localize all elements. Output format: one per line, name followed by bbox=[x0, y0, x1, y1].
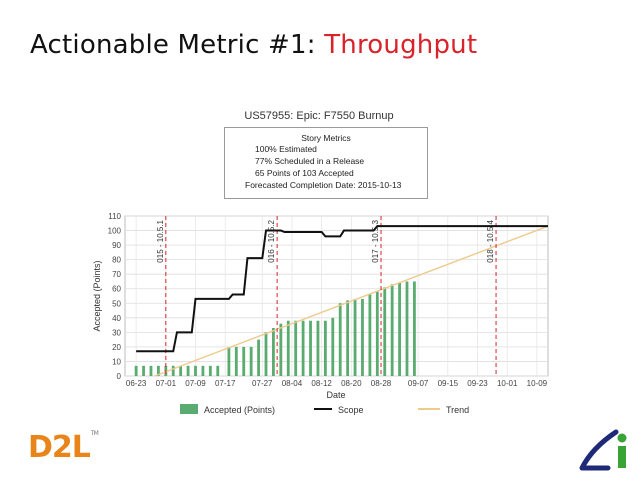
x-tick-label: 06-23 bbox=[126, 379, 147, 388]
accepted-bar bbox=[156, 365, 160, 376]
accepted-bar bbox=[301, 320, 305, 376]
y-tick-label: 60 bbox=[112, 285, 121, 294]
slide-title: Actionable Metric #1: Throughput bbox=[30, 30, 477, 60]
accepted-bar bbox=[294, 320, 298, 376]
accepted-bar bbox=[316, 320, 320, 376]
metric-scheduled: 77% Scheduled in a Release bbox=[255, 156, 365, 166]
accepted-bar bbox=[257, 339, 260, 376]
metric-estimated: 100% Estimated bbox=[255, 144, 317, 154]
accepted-bar bbox=[264, 332, 268, 376]
accepted-bar bbox=[323, 320, 327, 376]
accepted-bar bbox=[242, 346, 246, 376]
x-tick-label: 07-27 bbox=[252, 379, 273, 388]
x-tick-label: 08-20 bbox=[341, 379, 362, 388]
li-logo-icon bbox=[579, 429, 627, 471]
legend-label-trend: Trend bbox=[446, 405, 469, 415]
accepted-bar bbox=[186, 365, 190, 376]
accepted-bar bbox=[375, 291, 379, 376]
legend-label-accepted: Accepted (Points) bbox=[204, 405, 275, 415]
trend-line bbox=[154, 225, 549, 377]
y-tick-label: 20 bbox=[112, 343, 121, 352]
accepted-bar bbox=[413, 281, 416, 376]
x-tick-label: 10-09 bbox=[527, 379, 548, 388]
x-tick-label: 07-01 bbox=[156, 379, 177, 388]
d2l-logo: D2LTM bbox=[28, 430, 99, 465]
release-marker-label: 018 - 10.5.4 bbox=[486, 219, 495, 262]
slide-title-prefix: Actionable Metric #1: bbox=[30, 30, 325, 60]
x-tick-label: 09-23 bbox=[467, 379, 488, 388]
accepted-bar bbox=[234, 346, 238, 376]
accepted-bar bbox=[134, 365, 138, 376]
accepted-bar bbox=[361, 298, 364, 376]
accepted-bar bbox=[149, 365, 153, 376]
accepted-bar bbox=[338, 303, 342, 376]
accepted-bar bbox=[383, 287, 387, 376]
y-axis-title: Accepted (Points) bbox=[92, 260, 102, 331]
legend-swatch-accepted bbox=[180, 404, 198, 414]
scope-line bbox=[136, 225, 548, 353]
release-marker-label: 016 - 10.5.2 bbox=[267, 219, 276, 262]
accepted-bar bbox=[201, 365, 205, 376]
accepted-bar bbox=[216, 365, 220, 376]
x-tick-label: 07-17 bbox=[215, 379, 236, 388]
y-tick-label: 80 bbox=[112, 256, 121, 265]
y-tick-label: 110 bbox=[108, 212, 121, 221]
accepted-bar bbox=[390, 284, 394, 376]
y-tick-label: 50 bbox=[112, 299, 121, 308]
y-tick-label: 70 bbox=[112, 270, 121, 279]
accepted-bar bbox=[353, 298, 357, 376]
y-tick-label: 100 bbox=[108, 227, 122, 236]
release-marker-label: 015 - 10.5.1 bbox=[156, 219, 165, 262]
accepted-bar bbox=[346, 300, 350, 376]
metric-points-accepted: 65 Points of 103 Accepted bbox=[255, 168, 354, 178]
accepted-bar bbox=[405, 281, 409, 376]
x-tick-label: 08-04 bbox=[282, 379, 303, 388]
accepted-bar bbox=[227, 346, 231, 376]
accepted-bar bbox=[272, 328, 275, 376]
y-tick-label: 10 bbox=[112, 357, 121, 366]
accepted-bar bbox=[179, 365, 183, 376]
x-tick-label: 10-01 bbox=[497, 379, 518, 388]
accepted-bar bbox=[309, 320, 312, 376]
x-tick-label: 08-28 bbox=[371, 379, 392, 388]
y-tick-label: 90 bbox=[112, 241, 121, 250]
chart-title: US57955: Epic: F7550 Burnup bbox=[244, 110, 394, 122]
accepted-bar bbox=[142, 365, 145, 376]
y-tick-label: 0 bbox=[117, 372, 122, 381]
accepted-bar bbox=[368, 294, 372, 376]
accepted-bar bbox=[286, 320, 290, 376]
x-tick-label: 09-15 bbox=[438, 379, 459, 388]
accepted-bar bbox=[194, 365, 197, 376]
x-tick-label: 07-09 bbox=[185, 379, 206, 388]
y-tick-label: 30 bbox=[112, 328, 121, 337]
accepted-bar bbox=[171, 365, 175, 376]
metric-forecast-date: Forecasted Completion Date: 2015-10-13 bbox=[245, 180, 402, 190]
story-metrics-header: Story Metrics bbox=[301, 133, 351, 143]
legend-label-scope: Scope bbox=[338, 405, 364, 415]
accepted-bar bbox=[398, 282, 401, 376]
x-tick-label: 08-12 bbox=[311, 379, 332, 388]
y-tick-label: 40 bbox=[112, 314, 121, 323]
plot-area bbox=[124, 215, 549, 377]
accepted-bar bbox=[331, 317, 335, 376]
slide-title-highlight: Throughput bbox=[324, 30, 478, 60]
accepted-bar bbox=[208, 365, 212, 376]
x-axis-title: Date bbox=[326, 390, 345, 400]
release-marker-label: 017 - 10.5.3 bbox=[371, 219, 380, 262]
x-tick-label: 09-07 bbox=[408, 379, 429, 388]
accepted-bar bbox=[249, 346, 253, 376]
accepted-bar bbox=[279, 323, 283, 376]
story-metrics-box: Story Metrics 100% Estimated 77% Schedul… bbox=[224, 127, 428, 199]
